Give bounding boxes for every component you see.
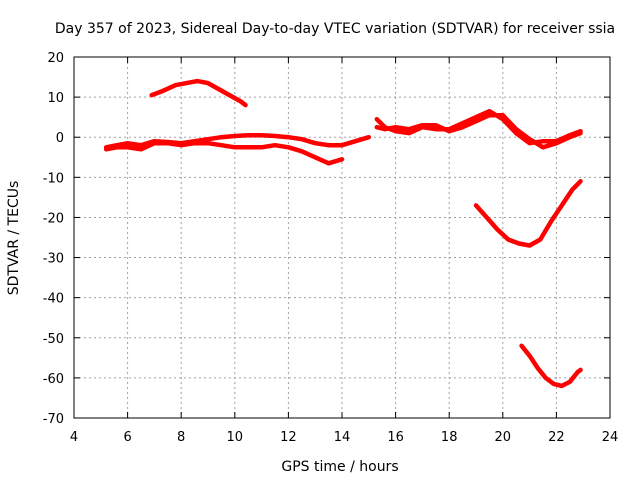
data-series (103, 78, 583, 389)
x-axis-label: GPS time / hours (281, 459, 398, 475)
series-line-track-d (374, 108, 583, 146)
x-tick-label: 12 (280, 430, 297, 445)
y-tick-label: 0 (56, 131, 64, 146)
x-tick-label: 6 (123, 430, 131, 445)
y-tick-label: -20 (43, 211, 64, 226)
series-line-track-c (149, 78, 248, 108)
x-tick-label: 24 (602, 430, 619, 445)
y-axis-label: SDTVAR / TECUs (6, 181, 22, 296)
x-tick-label: 20 (495, 430, 512, 445)
series-line-track-b (103, 140, 345, 166)
y-tick-label: -30 (43, 252, 64, 267)
y-tick-label: -60 (43, 372, 64, 387)
grid-lines (74, 57, 610, 418)
x-tick-label: 16 (387, 430, 404, 445)
x-tick-label: 14 (334, 430, 351, 445)
y-tick-label: 20 (47, 51, 64, 66)
axis-ticks: 4 6 8 10 12 14 16 18 20 22 24 20 10 0 -10 -20 -30 -40 -50 -… (43, 51, 619, 445)
series-line-track-a (103, 132, 372, 150)
x-tick-label: 4 (70, 430, 78, 445)
y-tick-label: -10 (43, 171, 64, 186)
series-line-track-f (473, 179, 583, 248)
series-line-track-g (519, 343, 583, 389)
x-tick-label: 18 (441, 430, 458, 445)
x-tick-label: 22 (548, 430, 565, 445)
x-tick-label: 8 (177, 430, 185, 445)
y-tick-label: -70 (43, 412, 64, 427)
series-line-track-e (374, 112, 583, 150)
y-tick-label: 10 (47, 91, 64, 106)
chart-title: Day 357 of 2023, Sidereal Day-to-day VTE… (55, 21, 615, 37)
x-tick-label: 10 (227, 430, 244, 445)
y-tick-label: -50 (43, 332, 64, 347)
y-tick-label: -40 (43, 292, 64, 307)
